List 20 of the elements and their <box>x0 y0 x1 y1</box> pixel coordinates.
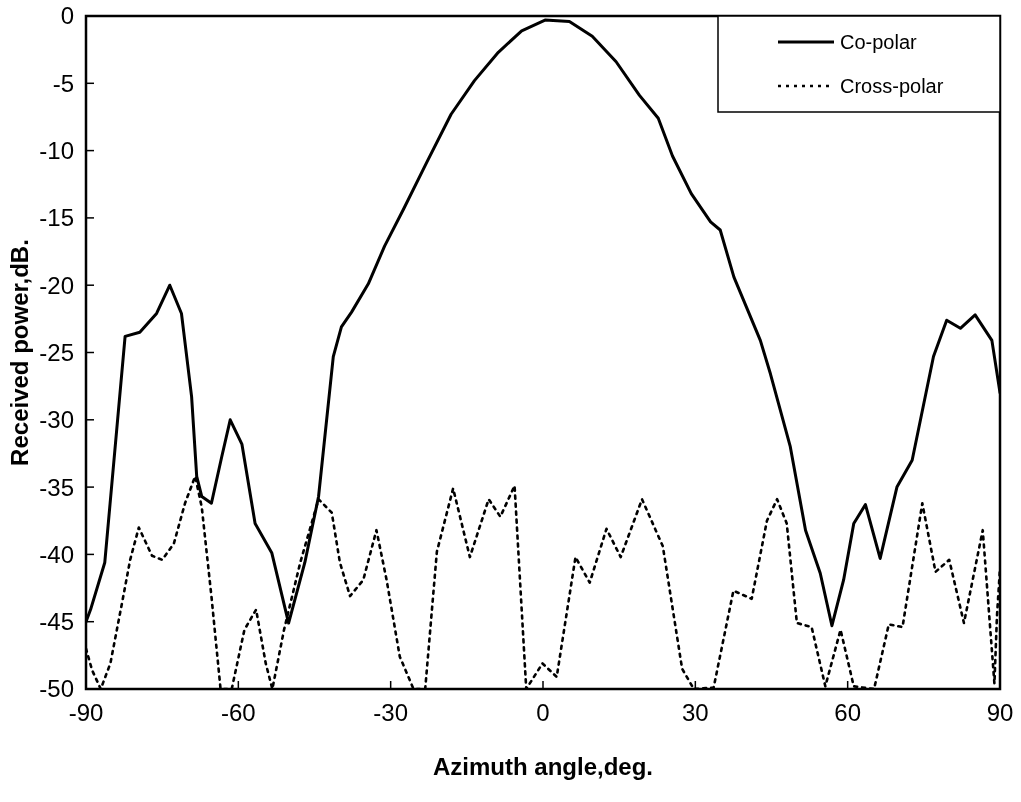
y-tick-label: -30 <box>39 406 74 434</box>
x-axis-title: Azimuth angle,deg. <box>432 753 654 780</box>
y-tick-label: -20 <box>39 271 74 299</box>
y-tick-label: -25 <box>39 338 74 366</box>
y-tick-label: -40 <box>39 540 74 568</box>
legend-label: Co-polar <box>840 31 918 53</box>
x-tick-label: 0 <box>536 699 550 726</box>
legend-label: Cross-polar <box>840 75 944 97</box>
y-tick-label: 0 <box>60 2 74 30</box>
y-tick-label: -35 <box>39 473 74 501</box>
x-tick-label: 90 <box>986 699 1014 726</box>
x-tick-label: -60 <box>220 699 256 726</box>
y-tick-label: -15 <box>39 204 74 232</box>
y-tick-label: -10 <box>39 137 74 164</box>
x-tick-label: 30 <box>681 699 709 726</box>
y-tick-label: -45 <box>39 608 74 636</box>
x-tick-label: -30 <box>373 699 409 726</box>
y-axis-title: Received power,dB. <box>6 239 33 466</box>
y-tick-label: -5 <box>52 69 74 97</box>
x-tick-label: 60 <box>834 699 862 726</box>
